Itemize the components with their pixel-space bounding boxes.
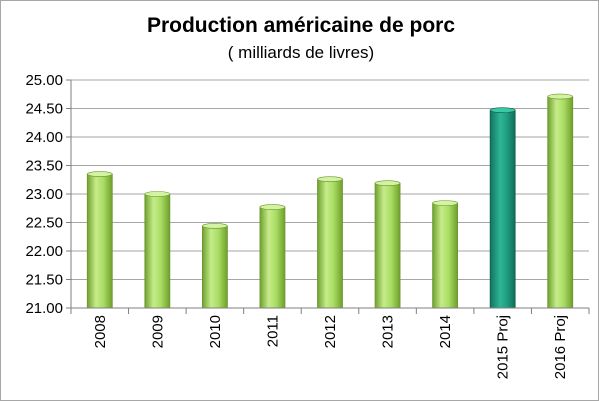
bar (201, 225, 228, 309)
bar (489, 109, 516, 309)
x-tick-label: 2008 (92, 315, 109, 348)
bar (144, 193, 171, 309)
bar-2010 (201, 223, 228, 309)
bar-2009 (144, 191, 171, 309)
bar-top (259, 204, 286, 210)
bar-2015-proj (489, 107, 516, 309)
bar (374, 182, 401, 309)
bar-top (432, 200, 458, 206)
bar (547, 96, 574, 309)
bar-2011 (259, 204, 286, 309)
bars (86, 93, 574, 309)
x-tick-label: 2013 (380, 315, 397, 348)
axes (70, 80, 590, 314)
x-tick-label: 2015 Proj (495, 315, 512, 379)
bar (259, 206, 286, 309)
y-tick-label: 21.00 (25, 300, 63, 317)
chart-subtitle: ( milliards de livres) (228, 43, 374, 62)
x-tick-label: 2014 (437, 315, 454, 348)
y-tick-label: 25.00 (25, 72, 63, 89)
bar (317, 178, 343, 309)
bar-top (202, 223, 228, 229)
y-tick-label: 22.50 (25, 215, 63, 232)
x-tick-label: 2011 (264, 315, 281, 347)
y-tick-label: 23.00 (25, 186, 63, 203)
x-tick-label: 2010 (207, 315, 224, 348)
bar-2008 (86, 171, 113, 309)
y-tick-labels: 21.00 21.50 22.00 22.50 23.00 23.50 24.00 24.50… (25, 72, 63, 317)
bar-top (489, 107, 516, 114)
x-tick-labels: 2008 2009 2010 2011 2012 2013 2014 2015 Proj 201… (92, 315, 569, 379)
bar-top (317, 176, 343, 182)
bar-2014 (432, 200, 459, 309)
bar-top (547, 93, 574, 100)
bar-top (374, 180, 401, 186)
bar-2013 (374, 180, 401, 309)
y-tick-label: 24.50 (25, 101, 63, 118)
chart-title: Production américaine de porc (147, 14, 455, 37)
y-tick-label: 23.50 (25, 158, 63, 175)
bar (432, 202, 459, 309)
x-tick-label: 2009 (149, 315, 166, 348)
bar-top (86, 171, 113, 177)
y-tick-label: 22.00 (25, 243, 63, 260)
bar (86, 173, 113, 309)
bar-top (144, 191, 171, 197)
bar-2016-proj (547, 93, 574, 309)
y-tick-label: 21.50 (25, 272, 63, 289)
y-tick-label: 24.00 (25, 129, 63, 146)
x-tick-label: 2012 (322, 315, 339, 348)
x-tick-label: 2016 Proj (552, 315, 569, 379)
bar-2012 (317, 176, 343, 309)
